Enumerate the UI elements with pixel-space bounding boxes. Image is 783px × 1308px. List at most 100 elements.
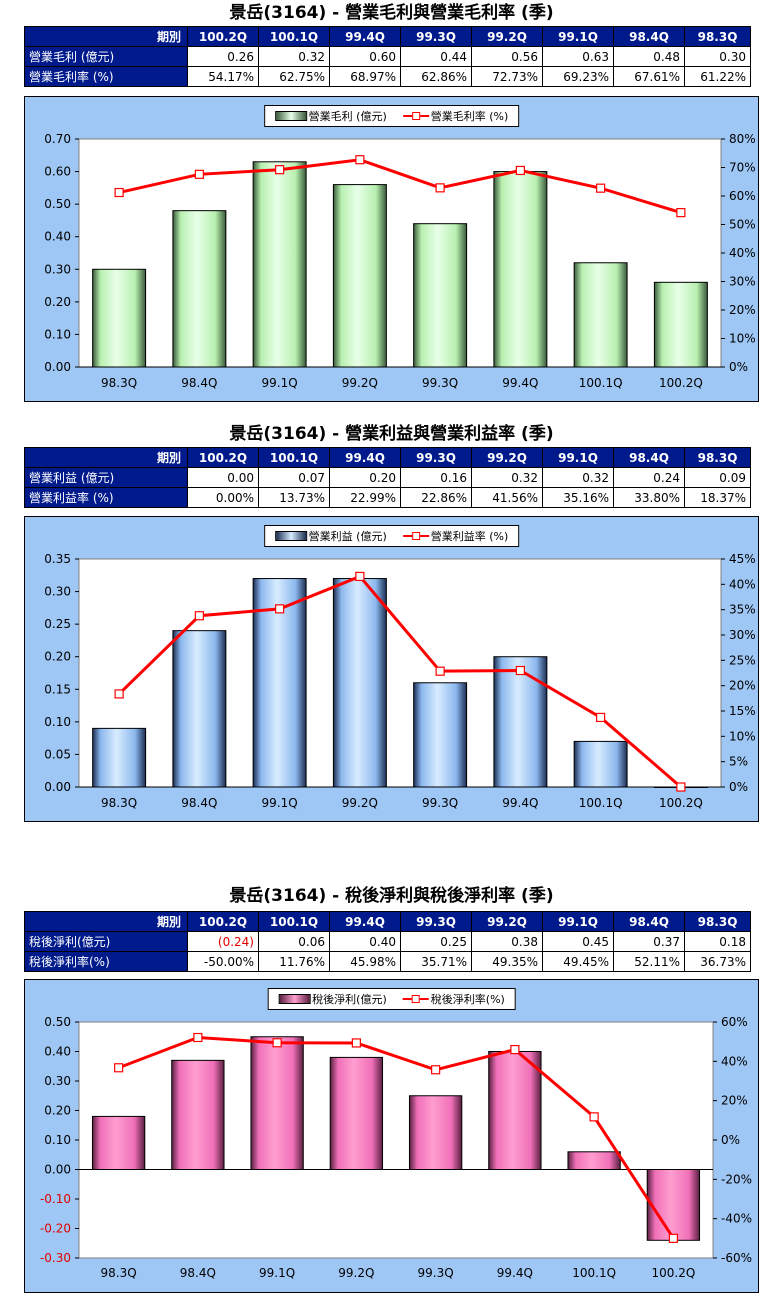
period-cell: 99.1Q: [542, 911, 614, 932]
y2-tick-label: 20%: [729, 679, 756, 693]
value-cell: 49.35%: [471, 951, 543, 972]
legend-bar-label: 營業毛利 (億元): [308, 110, 387, 123]
y-tick-label: -0.30: [40, 1251, 71, 1265]
bar: [573, 740, 628, 788]
bar: [653, 281, 708, 368]
y-tick-label: 0.20: [44, 1104, 71, 1118]
y2-tick-label: 60%: [729, 189, 756, 203]
bar: [171, 1059, 225, 1170]
value-cell: 69.23%: [542, 66, 614, 87]
value-cell: 0.38: [471, 931, 543, 952]
chart-legend: 營業利益 (億元) 營業利益率 (%): [263, 525, 520, 547]
value-cell: 0.63: [542, 46, 614, 67]
legend-bar-swatch: [274, 531, 307, 541]
y2-tick-label: 50%: [729, 218, 756, 232]
y2-tick-label: 40%: [721, 1054, 748, 1068]
period-cell: 100.2Q: [187, 26, 259, 47]
y2-tick-label: 25%: [729, 653, 756, 667]
bar: [567, 1151, 621, 1171]
line-point: [114, 689, 124, 699]
period-cell: 99.4Q: [329, 26, 401, 47]
y-tick-label: 0.05: [44, 747, 71, 761]
y2-tick-label: 10%: [729, 332, 756, 346]
y-tick-label: -0.20: [40, 1222, 71, 1236]
value-cell: 13.73%: [258, 487, 330, 508]
y2-tick-label: 80%: [729, 132, 756, 146]
chart-area: 0.00 0.05 0.10 0.15 0.20 0.25 0.30 0.35 0% 5% 10% 1…: [24, 516, 759, 822]
line-point: [510, 1044, 520, 1055]
y-tick-label: 0.10: [44, 1133, 71, 1147]
table-row: 稅後淨利(億元) (0.24) 0.06 0.40 0.25 0.38 0.45…: [24, 931, 751, 952]
period-cell: 100.2Q: [187, 911, 259, 932]
x-tick-label: 98.4Q: [181, 796, 217, 810]
data-table: 期別 100.2Q 100.1Q 99.4Q 99.3Q 99.2Q 99.1Q…: [24, 447, 751, 508]
x-tick-label: 100.2Q: [659, 376, 703, 390]
line-point: [515, 165, 525, 176]
value-cell: 67.61%: [613, 66, 685, 87]
y2-tick-label: 70%: [729, 161, 756, 175]
period-cell: 99.3Q: [400, 447, 472, 468]
value-cell: 0.40: [329, 931, 401, 952]
table-row: 營業利益 (億元) 0.00 0.07 0.20 0.16 0.32 0.32 …: [24, 467, 751, 488]
bar: [573, 262, 628, 368]
bar: [91, 1115, 146, 1170]
header-label: 期別: [24, 447, 188, 468]
line-point: [275, 604, 285, 614]
line-point: [431, 1065, 441, 1075]
legend-line-swatch: [402, 995, 429, 1003]
x-tick-label: 99.2Q: [338, 1266, 374, 1280]
chart-area: -0.30 -0.20 -0.10 0.00 0.10 0.20 0.30 0.40 0.50 -…: [24, 979, 759, 1293]
table-header-row: 期別 100.2Q 100.1Q 99.4Q 99.3Q 99.2Q 99.1Q…: [24, 911, 751, 932]
period-cell: 100.1Q: [258, 26, 330, 47]
period-cell: 98.3Q: [684, 26, 751, 47]
x-tick-label: 99.1Q: [262, 376, 298, 390]
value-cell: 0.00: [187, 467, 259, 488]
period-cell: 99.2Q: [471, 911, 543, 932]
legend-bar-label: 營業利益 (億元): [308, 530, 387, 543]
x-tick-label: 98.3Q: [101, 376, 137, 390]
value-cell: -50.00%: [187, 951, 259, 972]
y-tick-label: 0.00: [44, 1163, 71, 1177]
y-tick-label: 0.70: [44, 132, 71, 146]
y-tick-label: 0.30: [44, 1074, 71, 1088]
y2-tick-label: 0%: [721, 1133, 740, 1147]
period-cell: 98.3Q: [684, 447, 751, 468]
line-point: [676, 782, 686, 792]
period-cell: 99.2Q: [471, 26, 543, 47]
table-row: 稅後淨利率(%) -50.00% 11.76% 45.98% 35.71% 49…: [24, 951, 751, 972]
value-cell: 0.45: [542, 931, 614, 952]
legend-line-label: 稅後淨利率(%): [430, 993, 505, 1006]
value-cell: 68.97%: [329, 66, 401, 87]
value-cell: 0.56: [471, 46, 543, 67]
bar: [332, 184, 387, 368]
row-label: 營業利益 (億元): [24, 467, 188, 488]
y2-tick-label: 0%: [729, 780, 748, 794]
y-tick-label: 0.00: [44, 780, 71, 794]
period-cell: 100.2Q: [187, 447, 259, 468]
data-table: 期別 100.2Q 100.1Q 99.4Q 99.3Q 99.2Q 99.1Q…: [24, 26, 751, 87]
line-point: [676, 208, 686, 218]
x-tick-label: 99.4Q: [502, 796, 538, 810]
row-label: 稅後淨利(億元): [24, 931, 188, 952]
value-cell: 0.16: [400, 467, 472, 488]
value-cell: 61.22%: [684, 66, 751, 87]
y2-tick-label: -60%: [721, 1251, 752, 1265]
x-tick-label: 100.1Q: [572, 1266, 616, 1280]
y-tick-label: 0.00: [44, 360, 71, 374]
y2-tick-label: -40%: [721, 1212, 752, 1226]
y-tick-label: 0.60: [44, 165, 71, 179]
x-tick-label: 100.2Q: [659, 796, 703, 810]
value-cell: 41.56%: [471, 487, 543, 508]
legend-line-swatch: [402, 532, 429, 540]
row-label: 營業毛利 (億元): [24, 46, 188, 67]
line-point: [351, 1038, 361, 1048]
bar: [329, 1056, 384, 1170]
value-cell: 52.11%: [613, 951, 685, 972]
period-cell: 98.4Q: [613, 911, 685, 932]
value-cell: 72.73%: [471, 66, 543, 87]
value-cell: 22.99%: [329, 487, 401, 508]
period-cell: 99.3Q: [400, 26, 472, 47]
x-tick-label: 98.4Q: [180, 1266, 216, 1280]
y-tick-label: 0.25: [44, 617, 71, 631]
value-cell: 0.44: [400, 46, 472, 67]
